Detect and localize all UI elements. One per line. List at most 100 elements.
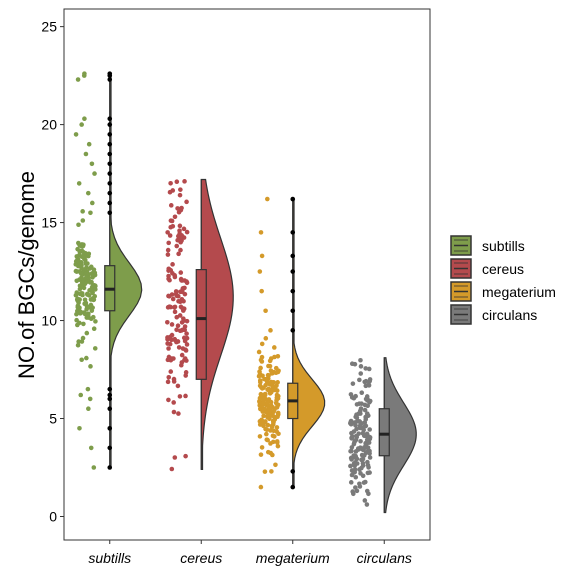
data-point xyxy=(172,455,178,460)
data-point xyxy=(258,357,264,363)
outlier-point xyxy=(107,190,113,196)
data-point xyxy=(354,488,360,494)
y-tick-label: 10 xyxy=(41,313,57,329)
data-point xyxy=(166,346,171,351)
legend: subtills cereus megaterium circulans xyxy=(450,235,556,325)
data-point xyxy=(263,426,268,432)
data-point xyxy=(270,433,276,439)
data-point xyxy=(168,180,173,186)
data-point xyxy=(270,418,276,424)
data-point xyxy=(259,253,265,259)
legend-item-cereus: cereus xyxy=(450,258,524,279)
data-point xyxy=(259,386,265,391)
data-point xyxy=(274,388,280,393)
data-point xyxy=(260,409,266,414)
data-point xyxy=(84,274,89,280)
data-point xyxy=(82,297,88,303)
data-point xyxy=(83,151,89,157)
data-point xyxy=(268,450,274,456)
outlier-point xyxy=(107,132,113,137)
data-point xyxy=(91,465,97,470)
data-point xyxy=(257,269,263,274)
data-point xyxy=(166,375,172,380)
data-point xyxy=(172,305,177,310)
data-point xyxy=(166,354,172,360)
data-point xyxy=(171,409,177,415)
box-circulans xyxy=(378,408,390,457)
data-point xyxy=(165,379,171,385)
data-point xyxy=(91,314,96,320)
data-point xyxy=(362,498,368,503)
outlier-point xyxy=(107,200,113,206)
data-point xyxy=(92,293,98,299)
data-point xyxy=(359,390,365,396)
data-point xyxy=(172,214,178,220)
outlier-point xyxy=(107,171,113,176)
data-point xyxy=(363,366,368,371)
data-point xyxy=(168,224,173,230)
data-point xyxy=(367,455,373,460)
data-point xyxy=(183,453,188,459)
outlier-point xyxy=(290,269,296,274)
data-point xyxy=(170,262,175,267)
data-point xyxy=(174,243,180,249)
data-point xyxy=(165,247,171,253)
data-point xyxy=(83,261,88,266)
data-point xyxy=(91,267,97,272)
data-point xyxy=(74,258,80,263)
data-point xyxy=(165,252,171,257)
data-point xyxy=(74,278,80,284)
outlier-point xyxy=(107,210,113,216)
data-point xyxy=(169,322,175,327)
data-point xyxy=(363,383,369,389)
data-point xyxy=(180,305,185,311)
data-point xyxy=(268,441,273,446)
data-point xyxy=(78,392,84,398)
series-group-megaterium xyxy=(256,196,326,490)
outlier-point xyxy=(107,116,113,122)
data-point xyxy=(353,474,359,480)
data-point xyxy=(363,445,369,450)
data-point xyxy=(82,281,88,287)
data-point xyxy=(352,361,358,367)
data-point xyxy=(182,327,188,333)
data-point xyxy=(166,276,171,282)
data-point xyxy=(363,423,369,429)
data-point xyxy=(183,370,189,375)
data-point xyxy=(176,251,181,257)
data-point xyxy=(181,298,186,304)
data-point xyxy=(170,188,176,193)
data-point xyxy=(358,357,363,363)
data-point xyxy=(184,342,190,347)
x-tick-label: cereus xyxy=(180,550,222,566)
data-point xyxy=(177,192,183,198)
data-point xyxy=(348,418,354,424)
data-point xyxy=(182,179,187,184)
data-point xyxy=(179,362,184,368)
data-point xyxy=(165,230,170,235)
data-point xyxy=(171,400,176,405)
data-point xyxy=(92,283,98,288)
data-point xyxy=(91,326,97,332)
series-group-circulans xyxy=(348,357,417,514)
data-point xyxy=(74,269,80,274)
data-point xyxy=(352,469,358,475)
data-point xyxy=(177,313,183,318)
data-point xyxy=(275,403,280,408)
data-point xyxy=(365,403,371,409)
legend-item-circulans: circulans xyxy=(450,304,537,325)
data-point xyxy=(262,469,268,474)
outlier-point xyxy=(107,396,113,402)
data-point xyxy=(76,222,81,228)
data-point xyxy=(177,231,182,236)
data-point xyxy=(365,470,371,476)
data-point xyxy=(276,431,281,437)
data-point xyxy=(171,376,177,382)
outlier-point xyxy=(290,196,296,202)
data-point xyxy=(82,71,87,76)
data-point xyxy=(267,408,272,413)
outlier-point xyxy=(107,426,113,431)
data-point xyxy=(172,337,178,343)
data-point xyxy=(179,278,184,283)
data-point xyxy=(364,502,370,507)
